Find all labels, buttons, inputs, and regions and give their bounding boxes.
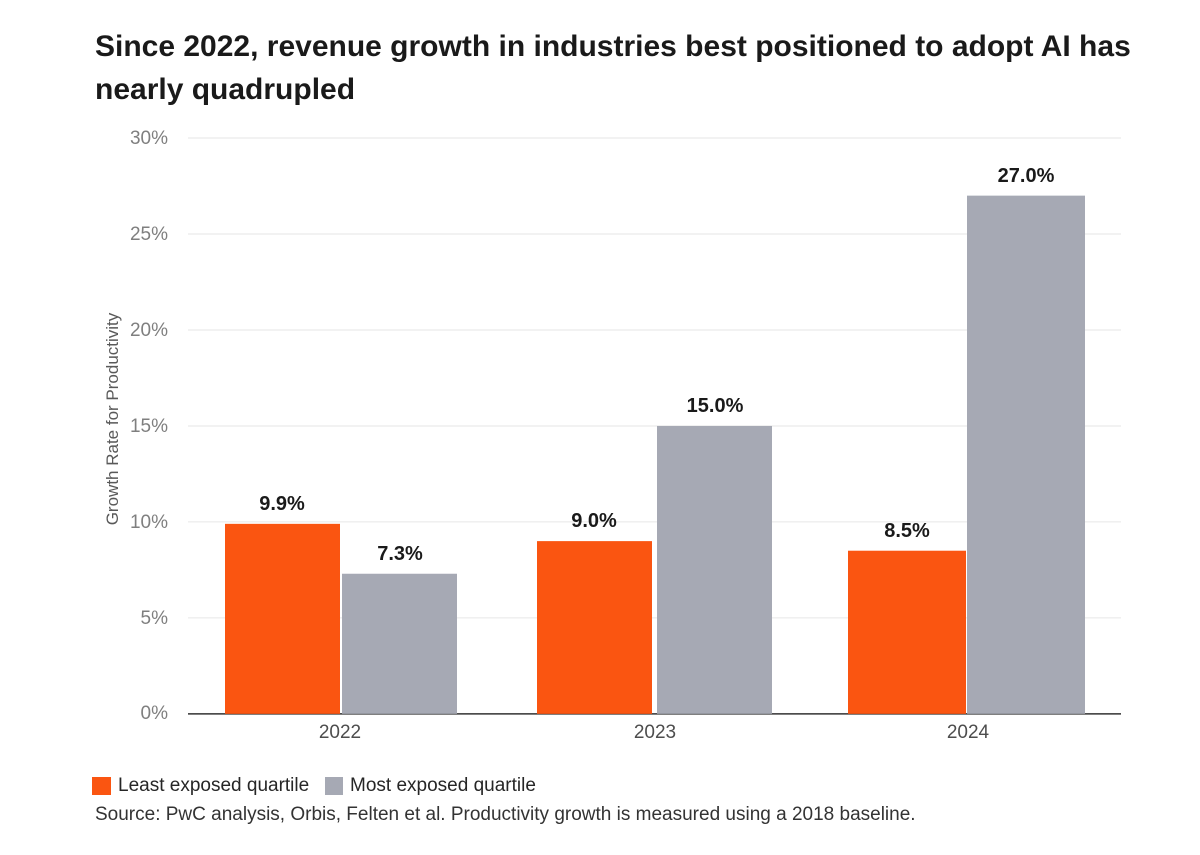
svg-text:10%: 10% — [130, 512, 168, 533]
svg-text:15.0%: 15.0% — [687, 395, 744, 417]
svg-text:0%: 0% — [141, 703, 169, 724]
svg-text:9.9%: 9.9% — [259, 493, 305, 515]
svg-text:30%: 30% — [130, 128, 168, 149]
svg-text:Growth Rate for Productivity: Growth Rate for Productivity — [103, 312, 122, 525]
svg-text:Source: PwC analysis, Orbis, F: Source: PwC analysis, Orbis, Felten et a… — [95, 804, 916, 825]
svg-text:15%: 15% — [130, 416, 168, 437]
svg-text:Most exposed quartile: Most exposed quartile — [350, 775, 536, 796]
svg-text:9.0%: 9.0% — [571, 510, 617, 532]
svg-text:25%: 25% — [130, 224, 168, 245]
svg-text:27.0%: 27.0% — [998, 165, 1055, 187]
svg-text:2024: 2024 — [947, 722, 990, 743]
svg-text:20%: 20% — [130, 320, 168, 341]
svg-text:2022: 2022 — [319, 722, 361, 743]
svg-text:5%: 5% — [141, 608, 169, 629]
svg-text:2023: 2023 — [634, 722, 676, 743]
svg-text:7.3%: 7.3% — [377, 543, 423, 565]
svg-text:8.5%: 8.5% — [884, 520, 930, 542]
svg-text:Least exposed quartile: Least exposed quartile — [118, 775, 309, 796]
